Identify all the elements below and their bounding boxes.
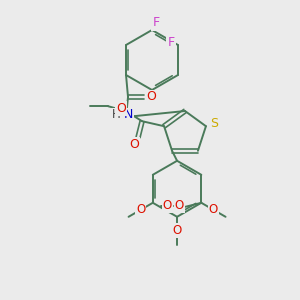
Text: O: O xyxy=(172,224,182,237)
Text: O: O xyxy=(175,199,184,212)
Text: O: O xyxy=(129,138,139,151)
Text: F: F xyxy=(152,16,160,29)
Text: S: S xyxy=(210,117,218,130)
Text: H: H xyxy=(112,109,120,122)
Text: F: F xyxy=(167,37,175,50)
Text: O: O xyxy=(146,91,156,103)
Text: O: O xyxy=(136,203,145,216)
Text: N: N xyxy=(123,109,133,122)
Text: O: O xyxy=(209,203,218,216)
Text: O: O xyxy=(163,199,172,212)
Text: O: O xyxy=(116,102,126,115)
